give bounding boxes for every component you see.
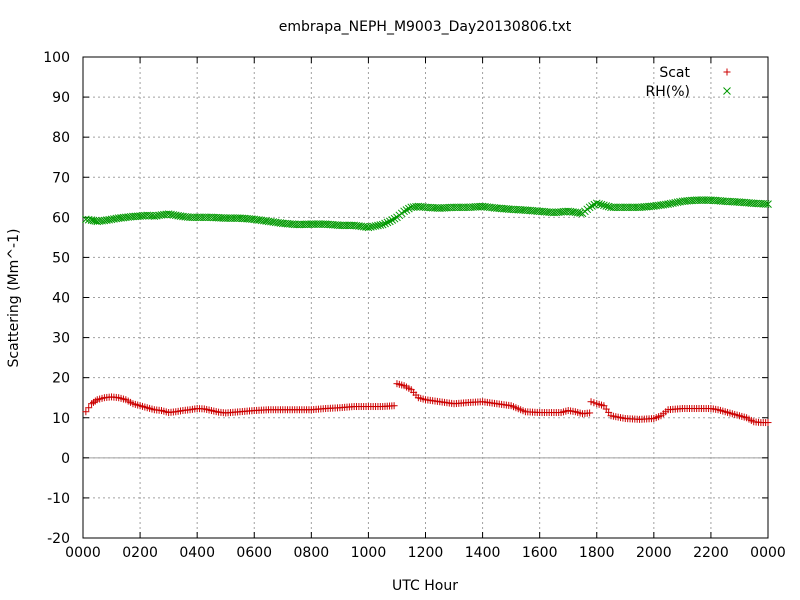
data-point [600,201,608,210]
data-point [374,221,382,230]
x-tick-label: 0800 [294,545,330,561]
y-tick-label: 10 [52,411,70,427]
x-tick-label: 1600 [522,545,558,561]
data-point [174,211,182,220]
y-tick-label: 40 [52,291,70,307]
x-tick-label: 1200 [408,545,444,561]
legend-marker-rh [723,87,731,95]
y-tick-label: -10 [47,491,70,507]
x-tick-label: 0200 [122,545,158,561]
x-tick-label: 1800 [579,545,615,561]
data-point [364,223,373,232]
data-point [376,221,385,229]
data-point [388,216,397,224]
data-point [761,200,770,208]
data-point [85,404,93,412]
x-tick-label: 0400 [179,545,215,561]
legend-marker-scat [723,68,731,76]
y-tick-label: -20 [47,531,70,547]
data-point [82,408,90,416]
data-point [169,211,178,219]
data-point [597,200,606,209]
data-point [586,409,594,417]
data-point [369,222,378,231]
data-point [390,214,399,223]
data-point [385,217,394,226]
data-point [669,199,677,208]
x-tick-label: 2000 [636,545,672,561]
chart-title: embrapa_NEPH_M9003_Day20130806.txt [279,19,572,35]
data-point [150,212,159,220]
data-point [673,198,682,207]
data-point [102,216,111,224]
data-point [592,199,601,208]
data-point [404,204,413,213]
y-tick-label: 90 [52,90,70,106]
y-tick-label: 70 [52,170,70,186]
series-scat [82,380,772,427]
data-point [664,200,672,208]
series-rh [82,196,772,232]
data-point [383,218,392,227]
data-point [764,200,772,208]
y-tick-label: 100 [43,50,70,66]
data-point [576,209,584,217]
x-axis-ticks: 0000 0200 0400 0600 0800 1000 1200 1400 1600 1800… [65,57,786,561]
y-tick-label: 60 [52,210,70,226]
y-tick-label: 0 [61,451,70,467]
data-point [371,222,380,230]
data-point [167,210,175,219]
data-series [82,196,772,427]
data-point [152,211,161,220]
y-axis-label: Scattering (Mm^-1) [6,229,22,368]
data-point [587,398,595,406]
x-tick-label: 0000 [65,545,101,561]
data-point [602,202,611,210]
x-tick-label: 0600 [236,545,272,561]
x-tick-label: 1000 [351,545,387,561]
data-point [590,399,598,407]
y-tick-label: 20 [52,371,70,387]
data-point [595,200,603,208]
data-point [164,210,173,218]
legend-label-rh: RH(%) [646,84,690,100]
data-point [585,203,594,212]
grid-lines [83,57,768,538]
data-point [666,199,675,208]
y-tick-label: 30 [52,331,70,347]
legend-marker [723,68,731,76]
legend: Scat RH(%) [646,65,731,100]
data-point [402,206,411,214]
data-point [588,202,596,210]
x-axis-label: UTC Hour [392,578,458,594]
data-point [171,211,180,220]
x-tick-label: 2200 [693,545,729,561]
x-tick-label: 0000 [750,545,786,561]
y-tick-label: 80 [52,130,70,146]
data-point [661,200,670,209]
legend-label-scat: Scat [659,65,690,81]
data-point [400,207,408,216]
data-point [381,219,389,228]
y-axis-ticks: -20 -10 0 10 20 30 40 50 60 70 80 90 100 [43,50,768,547]
data-point [105,215,114,224]
data-point [390,402,398,410]
data-point [378,220,387,229]
data-point [107,215,116,224]
data-point [100,216,109,225]
legend-marker [723,87,731,95]
data-point [84,215,93,224]
x-tick-label: 1400 [465,545,501,561]
data-point [764,419,772,427]
data-point [671,198,680,207]
y-tick-label: 50 [52,250,70,266]
data-point [110,215,118,223]
data-point [366,223,375,231]
